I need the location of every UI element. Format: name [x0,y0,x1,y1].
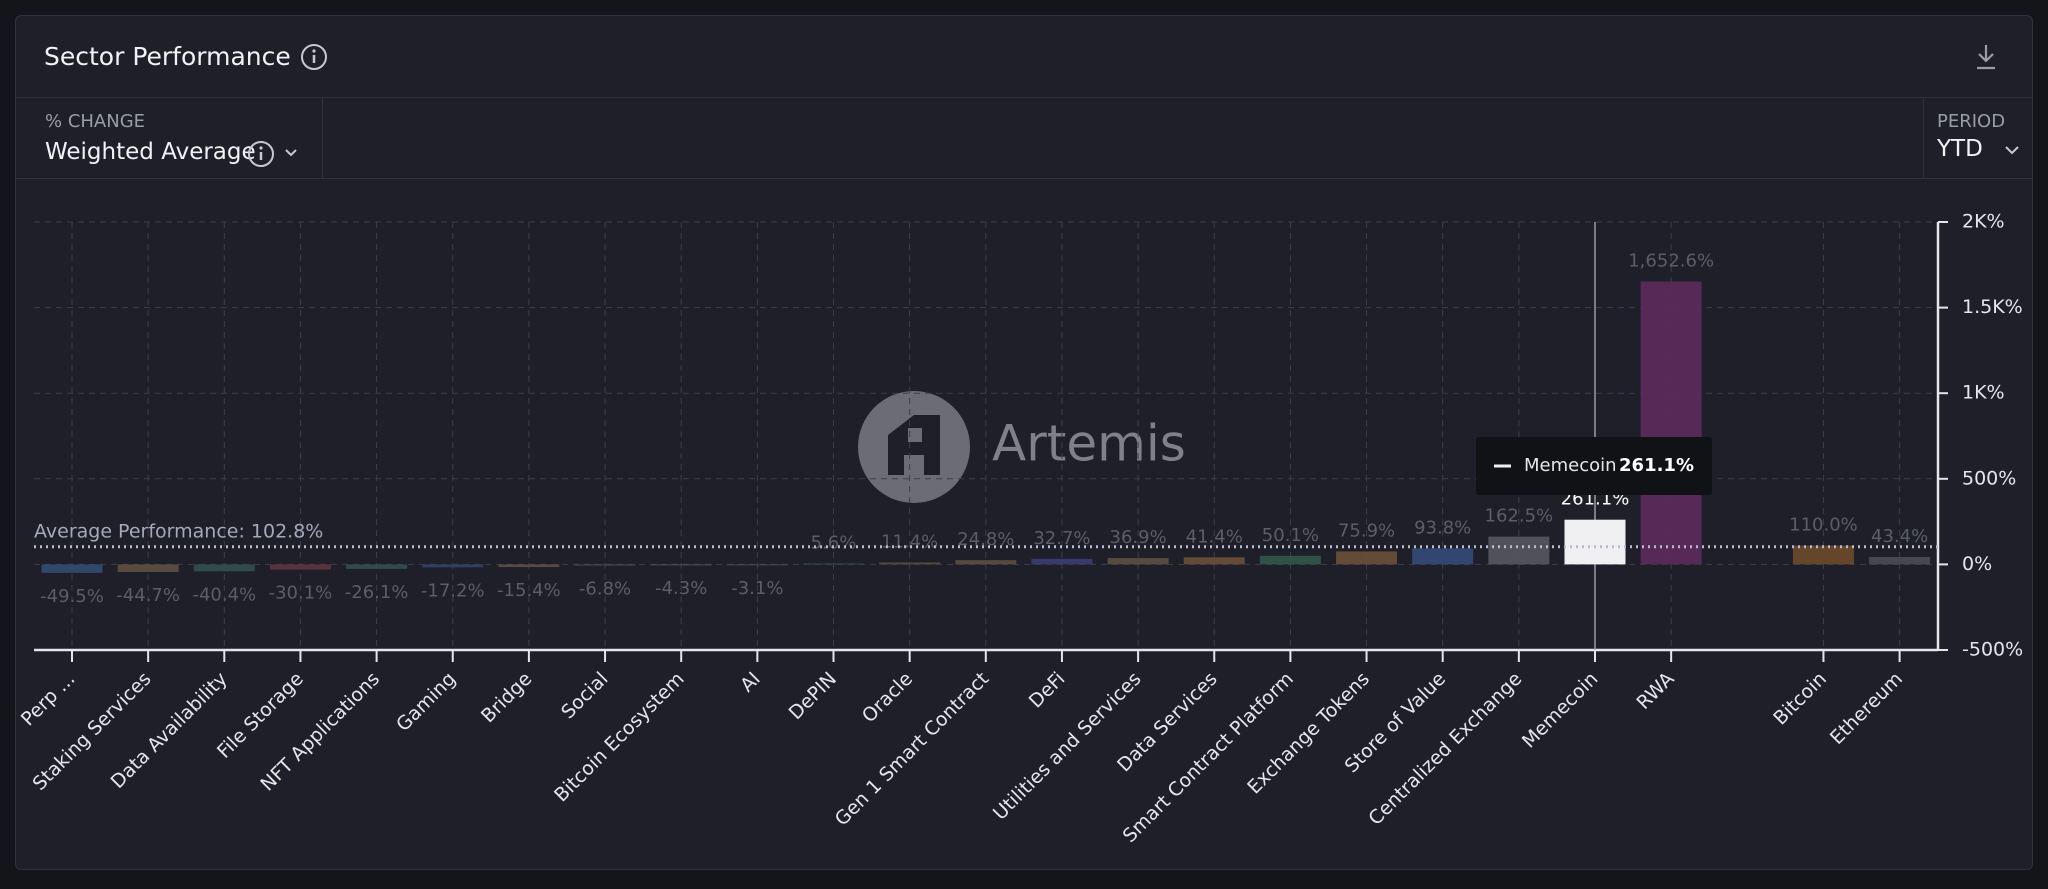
x-tick-label: Social [557,668,612,723]
bar [1640,281,1702,565]
value-label: -49.5% [40,586,104,607]
value-label: -44.7% [116,585,180,606]
value-label: 110.0% [1789,515,1858,536]
watermark-text: Artemis [992,415,1186,473]
metric-select[interactable]: Weighted Average [45,139,256,165]
x-tick-label: RWA [1632,668,1678,714]
y-tick-label: -500% [1962,639,2023,661]
x-tick-label: Memecoin [1518,668,1603,753]
bar [1107,558,1169,565]
value-label: -17.2% [421,580,485,601]
divider [1923,98,1924,178]
value-label: 5.6% [811,532,857,553]
metric-caption: % CHANGE [45,111,146,132]
y-tick-label: 500% [1962,467,2016,489]
bar [422,564,484,568]
bar [1869,556,1931,565]
bar [117,564,179,573]
value-label: -30.1% [269,583,333,604]
x-tick-label: DePIN [785,668,841,724]
x-tick-label: Perp ... [17,668,80,731]
title: Sector Performance [44,42,291,71]
value-label: -15.4% [497,580,561,601]
bar [1031,558,1093,565]
y-tick-label: 2K% [1962,211,2005,233]
value-label: 41.4% [1186,526,1243,547]
x-tick-label: Oracle [858,668,917,727]
value-label: 32.7% [1033,528,1090,549]
x-tick-label: Bitcoin Ecosystem [550,668,689,807]
value-label: -3.1% [731,578,783,599]
value-label: 11.4% [881,531,938,552]
period-select[interactable]: YTD [1937,136,1983,162]
bar [269,564,331,570]
x-tick-label: Bitcoin [1769,668,1831,730]
bar [1792,545,1854,565]
bar [879,562,941,565]
period-caption: PERIOD [1937,111,2006,132]
x-tick-label: Ethereum [1826,668,1907,749]
bar [1412,548,1474,565]
bar [193,564,255,572]
bar [41,564,103,573]
value-label: 1,652.6% [1628,250,1714,271]
download-button[interactable] [1971,41,2001,73]
y-tick-label: 1.5K% [1962,296,2023,318]
x-tick-label: Utilities and Services [989,668,1146,825]
chevron [2005,146,2019,155]
y-tick-label: 1K% [1962,382,2005,404]
controls: % CHANGE Weighted Average PERIOD YTD [16,98,2032,179]
value-label: 75.9% [1338,520,1395,541]
value-label: -26.1% [345,582,409,603]
x-tick-label: Bridge [477,668,536,727]
average-label: Average Performance: 102.8% [34,520,323,542]
bar [346,564,408,569]
value-label: 93.8% [1414,517,1471,538]
value-label: 162.5% [1485,506,1554,527]
value-label: -6.8% [579,579,631,600]
watermark-logo [858,391,970,503]
bar [1488,536,1550,565]
bar [650,564,712,566]
x-tick-label: Gen 1 Smart Contract [831,668,994,831]
value-label: -40.4% [192,584,256,605]
value-label: 50.1% [1262,525,1319,546]
x-tick-label: Gaming [392,668,460,736]
tooltip-value: 261.1% [1619,455,1694,476]
bar [498,564,560,568]
header: Sector Performance [16,16,2032,98]
bar [1336,551,1398,565]
metric-icons [248,141,297,167]
x-tick-label: AI [736,668,765,697]
bar [955,560,1017,565]
y-tick-label: 0% [1962,553,1992,575]
tooltip [1476,437,1712,495]
bar [803,563,864,565]
value-label: 36.9% [1110,527,1167,548]
value-label: 24.8% [957,529,1014,550]
bar [726,564,788,566]
bar [1564,519,1626,565]
value-label: 43.4% [1871,526,1928,547]
x-tick-label: DeFi [1025,668,1070,713]
bar [574,564,636,566]
value-label: -4.3% [655,578,707,599]
tooltip-label: Memecoin [1524,455,1617,476]
bar [1183,557,1245,565]
info-icon[interactable] [299,42,329,72]
divider [322,98,323,178]
x-tick-label: Centralized Exchange [1364,668,1526,830]
bar [1259,555,1321,565]
